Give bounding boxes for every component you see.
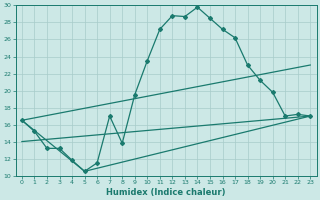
X-axis label: Humidex (Indice chaleur): Humidex (Indice chaleur) [106, 188, 226, 197]
